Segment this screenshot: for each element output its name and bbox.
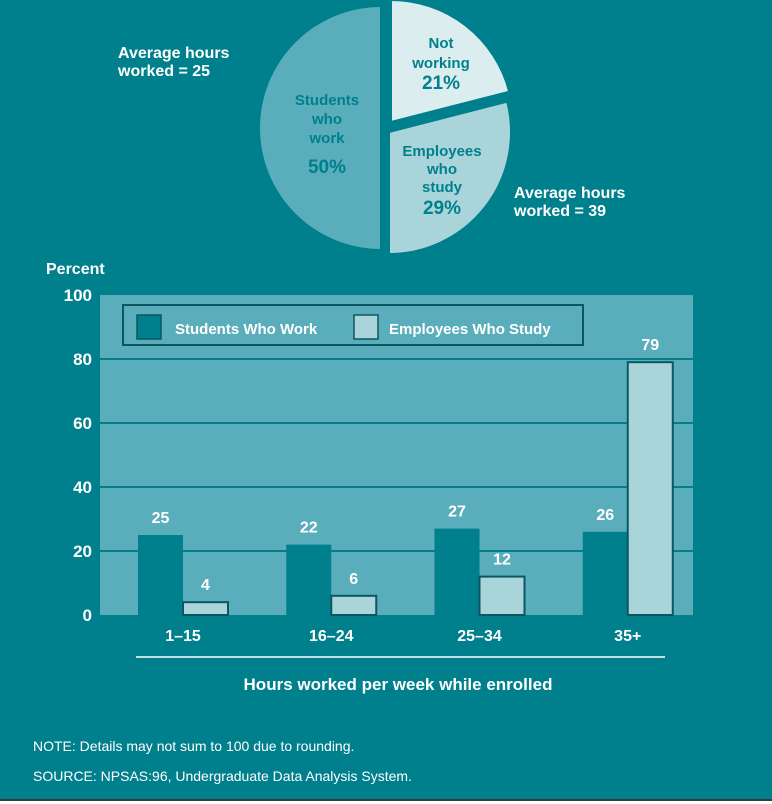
- legend-box: [122, 304, 584, 346]
- pie-annotation: worked = 39: [513, 203, 606, 220]
- y-tick-label: 60: [73, 414, 92, 433]
- pie-slice: [388, 100, 512, 256]
- pie-annotation: worked = 25: [117, 63, 210, 80]
- bar-data-label: 22: [300, 520, 318, 537]
- bar-employees-who-study: [626, 361, 674, 617]
- pie-slice: [258, 4, 382, 252]
- bar-data-label: 4: [201, 577, 210, 594]
- pie-slice-label: Not: [429, 35, 454, 52]
- bar-data-label: 12: [493, 552, 511, 569]
- pie-slice: [390, 0, 511, 124]
- bar-data-label: 79: [641, 337, 659, 354]
- legend-swatch-students: [136, 314, 162, 340]
- legend-label: Students Who Work: [175, 321, 318, 338]
- bar-students-who-work: [138, 535, 183, 615]
- bar-data-label: 6: [349, 571, 358, 588]
- bar-students-who-work: [582, 531, 628, 615]
- bar-employees-who-study: [330, 594, 378, 616]
- legend-swatch-employees: [353, 314, 379, 340]
- pie-slice-value: 50%: [308, 157, 346, 178]
- source-text: SOURCE: NPSAS:96, Undergraduate Data Ana…: [33, 768, 412, 784]
- x-tick-label: 35+: [614, 628, 641, 645]
- bar-data-label: 27: [448, 504, 466, 521]
- pie-annotation: Average hours: [514, 185, 626, 202]
- pie-slice-label: work: [308, 130, 345, 147]
- legend-label: Employees Who Study: [389, 321, 551, 338]
- x-tick-label: 25–34: [457, 628, 502, 645]
- pie-slice-label: who: [311, 111, 342, 128]
- bar-students-who-work: [286, 544, 332, 615]
- y-tick-label: 100: [64, 286, 92, 305]
- pie-slice-value: 29%: [423, 198, 461, 219]
- y-axis-label: Percent: [46, 261, 105, 278]
- pie-slice-label: Employees: [402, 143, 481, 160]
- pie-slice-value: 21%: [422, 73, 460, 94]
- pie-slice-label: study: [422, 179, 463, 196]
- pie-slice-label: working: [411, 55, 470, 72]
- y-tick-label: 20: [73, 542, 92, 561]
- pie-slice-label: Students: [295, 92, 359, 109]
- pie-annotation: Average hours: [118, 45, 230, 62]
- y-tick-label: 40: [73, 478, 92, 497]
- y-tick-label: 80: [73, 350, 92, 369]
- bar-students-who-work: [434, 528, 480, 615]
- bar-data-label: 25: [152, 510, 170, 527]
- x-tick-label: 1–15: [165, 628, 201, 645]
- bottom-border: [0, 799, 772, 801]
- pie-slice-label: who: [426, 161, 457, 178]
- x-axis-label: Hours worked per week while enrolled: [244, 675, 553, 694]
- x-tick-label: 16–24: [309, 628, 354, 645]
- note-text: NOTE: Details may not sum to 100 due to …: [33, 738, 355, 754]
- bar-employees-who-study: [478, 575, 526, 616]
- bar-employees-who-study: [182, 601, 229, 617]
- y-tick-label: 0: [83, 606, 92, 625]
- bar-data-label: 26: [596, 507, 614, 524]
